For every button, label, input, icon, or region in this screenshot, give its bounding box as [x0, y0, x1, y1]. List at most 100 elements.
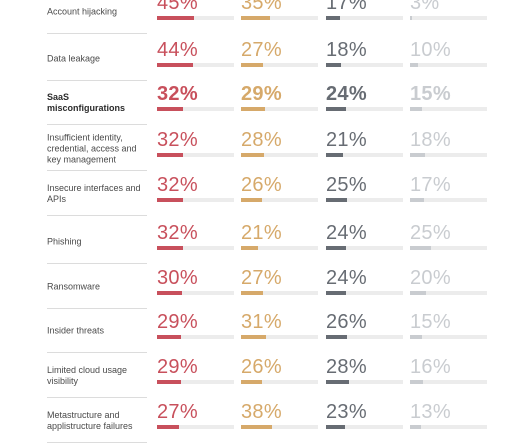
- value-label: 45%: [157, 0, 198, 14]
- row-divider: [47, 263, 147, 264]
- bar-fill: [326, 291, 346, 295]
- value-label: 27%: [241, 267, 282, 289]
- value-label: 17%: [410, 174, 451, 196]
- value-label: 26%: [326, 311, 367, 333]
- value-label: 24%: [326, 83, 367, 105]
- row-label: Metastructure and applistructure failure…: [47, 410, 133, 431]
- value-cell: 24%: [326, 265, 403, 309]
- value-label: 23%: [326, 401, 367, 423]
- value-cell: 29%: [241, 81, 318, 125]
- bar-track: [157, 198, 234, 202]
- value-cell: 32%: [157, 172, 234, 216]
- bar-fill: [157, 380, 181, 384]
- value-label: 3%: [410, 0, 440, 14]
- bar-track: [326, 198, 403, 202]
- bar-fill: [410, 246, 431, 250]
- bar-fill: [326, 198, 347, 202]
- bar-track: [157, 63, 234, 67]
- value-cell: 27%: [157, 399, 234, 443]
- row-divider: [47, 308, 147, 309]
- value-cell: 26%: [326, 309, 403, 353]
- bar-track: [241, 153, 318, 157]
- table-row: Account hijacking 45% 35% 17% 3%: [0, 0, 530, 34]
- bar-track: [326, 63, 403, 67]
- bar-fill: [241, 291, 264, 295]
- bar-track: [326, 16, 403, 20]
- table-row: Metastructure and applistructure failure…: [0, 399, 530, 443]
- value-label: 32%: [157, 83, 198, 105]
- value-cell: 24%: [326, 81, 403, 125]
- value-label: 27%: [241, 39, 282, 61]
- bar-fill: [241, 107, 265, 111]
- value-cell: 26%: [241, 354, 318, 398]
- value-label: 29%: [157, 311, 198, 333]
- value-cell: 18%: [410, 127, 487, 171]
- value-cell: 31%: [241, 309, 318, 353]
- bar-fill: [157, 291, 182, 295]
- value-cell: 25%: [410, 220, 487, 264]
- value-cell: 30%: [157, 265, 234, 309]
- row-label: SaaS misconfigurations: [47, 92, 126, 113]
- bar-fill: [157, 425, 180, 429]
- value-label: 25%: [410, 222, 451, 244]
- bar-track: [241, 380, 318, 384]
- value-label: 21%: [241, 222, 282, 244]
- value-label: 15%: [410, 83, 451, 105]
- value-cell: 26%: [241, 172, 318, 216]
- bar-track: [326, 153, 403, 157]
- value-label: 15%: [410, 311, 451, 333]
- row-divider: [47, 124, 147, 125]
- bar-fill: [410, 425, 421, 429]
- bar-track: [241, 63, 318, 67]
- value-label: 32%: [157, 174, 198, 196]
- value-cell: 15%: [410, 81, 487, 125]
- bar-track: [410, 16, 487, 20]
- bar-track: [326, 291, 403, 295]
- bar-fill: [410, 335, 423, 339]
- value-cell: 21%: [241, 220, 318, 264]
- bar-track: [410, 107, 487, 111]
- table-row: Insider threats 29% 31% 26% 15%: [0, 309, 530, 353]
- value-cell: 23%: [326, 399, 403, 443]
- bar-fill: [410, 380, 424, 384]
- row-divider: [47, 33, 147, 34]
- bar-fill: [241, 198, 263, 202]
- value-cell: 32%: [157, 220, 234, 264]
- value-cell: 32%: [157, 81, 234, 125]
- value-cell: 35%: [241, 0, 318, 34]
- bar-fill: [241, 153, 264, 157]
- value-label: 21%: [326, 129, 367, 151]
- value-label: 32%: [157, 222, 198, 244]
- bar-track: [157, 107, 234, 111]
- value-label: 28%: [326, 356, 367, 378]
- bar-track: [410, 380, 487, 384]
- value-cell: 29%: [157, 354, 234, 398]
- bar-track: [157, 291, 234, 295]
- table-row: Insufficient identity, credential, acces…: [0, 127, 530, 171]
- value-label: 16%: [410, 356, 451, 378]
- table-row: SaaS misconfigurations 32% 29% 24% 15%: [0, 81, 530, 125]
- bar-track: [241, 291, 318, 295]
- row-divider: [47, 352, 147, 353]
- value-cell: 28%: [326, 354, 403, 398]
- value-cell: 15%: [410, 309, 487, 353]
- bar-track: [241, 16, 318, 20]
- value-label: 10%: [410, 39, 451, 61]
- value-cell: 45%: [157, 0, 234, 34]
- bar-fill: [410, 107, 423, 111]
- row-divider: [47, 215, 147, 216]
- bar-track: [241, 246, 318, 250]
- bar-fill: [241, 246, 259, 250]
- value-label: 18%: [326, 39, 367, 61]
- bar-fill: [326, 246, 346, 250]
- bar-track: [410, 291, 487, 295]
- value-cell: 27%: [241, 265, 318, 309]
- value-cell: 44%: [157, 37, 234, 81]
- bar-fill: [326, 107, 346, 111]
- bar-track: [410, 246, 487, 250]
- value-cell: 18%: [326, 37, 403, 81]
- row-label: Insufficient identity, credential, acces…: [47, 132, 137, 165]
- table-row: Insecure interfaces and APIs 32% 26% 25% 17%: [0, 172, 530, 216]
- value-label: 25%: [326, 174, 367, 196]
